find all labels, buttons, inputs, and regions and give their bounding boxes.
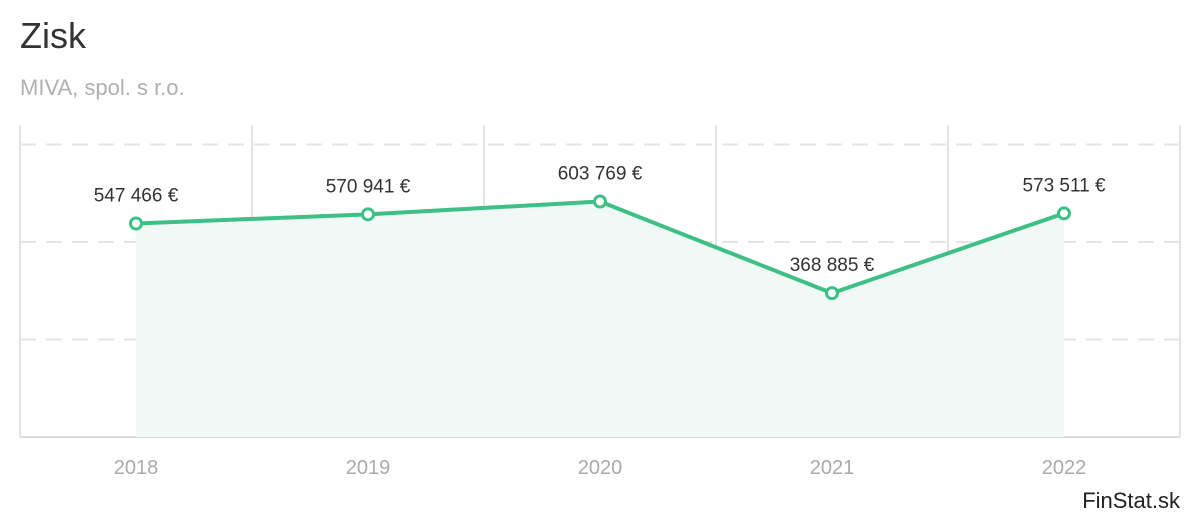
- series-area: [136, 201, 1064, 437]
- data-point-2021: [825, 286, 839, 301]
- x-tick-label-2019: 2019: [346, 457, 391, 479]
- data-label-2019: 570 941 €: [326, 176, 411, 197]
- data-label-2020: 603 769 €: [558, 164, 643, 185]
- data-point-2018: [129, 216, 143, 231]
- data-point-2019: [361, 207, 375, 222]
- data-label-2022: 573 511 €: [1022, 175, 1106, 196]
- x-tick-label-2018: 2018: [114, 457, 159, 479]
- data-label-2021: 368 885 €: [790, 255, 875, 276]
- chart-subtitle: MIVA, spol. s r.o.: [20, 75, 185, 100]
- x-tick-label-2020: 2020: [578, 457, 623, 479]
- data-point-2020: [593, 194, 607, 209]
- finstat-credit[interactable]: FinStat.sk: [1082, 488, 1180, 513]
- x-tick-label-2021: 2021: [810, 457, 855, 479]
- data-label-2018: 547 466 €: [94, 185, 179, 206]
- chart-title: Zisk: [20, 15, 86, 56]
- data-point-2022: [1057, 206, 1071, 221]
- x-tick-label-2022: 2022: [1042, 457, 1087, 479]
